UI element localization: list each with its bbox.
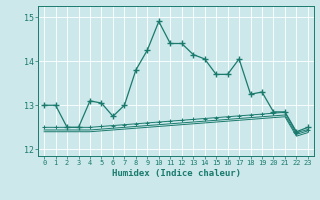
X-axis label: Humidex (Indice chaleur): Humidex (Indice chaleur) [111,169,241,178]
